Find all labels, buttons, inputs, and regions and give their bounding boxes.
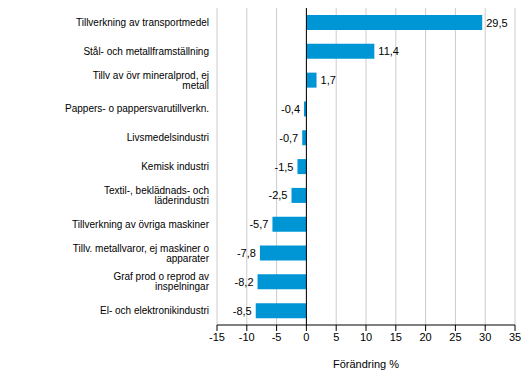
svg-text:-8,2: -8,2 xyxy=(235,276,254,288)
svg-text:-15: -15 xyxy=(209,331,225,343)
svg-text:25: 25 xyxy=(449,331,461,343)
svg-text:-0,4: -0,4 xyxy=(281,103,300,115)
svg-text:Tillv av övr mineralprod, ejme: Tillv av övr mineralprod, ejmetall xyxy=(93,70,209,91)
svg-text:El- och elektronikindustri: El- och elektronikindustri xyxy=(100,305,209,316)
svg-text:Graf prod o reprod avinspelnin: Graf prod o reprod avinspelningar xyxy=(113,271,209,292)
svg-text:Pappers- o pappersvarutillverk: Pappers- o pappersvarutillverkn. xyxy=(65,103,209,114)
svg-text:-8,5: -8,5 xyxy=(233,305,252,317)
svg-text:20: 20 xyxy=(419,331,431,343)
svg-text:29,5: 29,5 xyxy=(486,17,507,29)
svg-text:35: 35 xyxy=(509,331,521,343)
svg-text:-0,7: -0,7 xyxy=(279,132,298,144)
svg-text:Kemisk industri: Kemisk industri xyxy=(141,161,209,172)
svg-text:10: 10 xyxy=(360,331,372,343)
svg-text:-5,7: -5,7 xyxy=(249,218,268,230)
svg-text:0: 0 xyxy=(303,331,309,343)
svg-text:Livsmedelsindustri: Livsmedelsindustri xyxy=(127,132,209,143)
svg-text:11,4: 11,4 xyxy=(378,45,399,57)
svg-text:5: 5 xyxy=(333,331,339,343)
svg-text:15: 15 xyxy=(390,331,402,343)
svg-text:Förändring %: Förändring % xyxy=(333,358,399,370)
svg-text:-7,8: -7,8 xyxy=(237,247,256,259)
svg-text:Tillv. metallvaror, ej maskine: Tillv. metallvaror, ej maskiner oapparat… xyxy=(73,243,210,264)
svg-text:-10: -10 xyxy=(239,331,255,343)
svg-text:-2,5: -2,5 xyxy=(269,189,288,201)
svg-text:-5: -5 xyxy=(272,331,282,343)
svg-text:Stål- och metallframställning: Stål- och metallframställning xyxy=(83,46,209,57)
svg-text:Tillverkning av transportmedel: Tillverkning av transportmedel xyxy=(76,17,209,28)
svg-text:Tillverkning av övriga maskine: Tillverkning av övriga maskiner xyxy=(72,219,210,230)
svg-text:-1,5: -1,5 xyxy=(274,161,293,173)
svg-text:30: 30 xyxy=(479,331,491,343)
svg-text:1,7: 1,7 xyxy=(321,74,336,86)
svg-text:Textil-, beklädnads- ochläderi: Textil-, beklädnads- ochläderindustri xyxy=(104,185,209,206)
